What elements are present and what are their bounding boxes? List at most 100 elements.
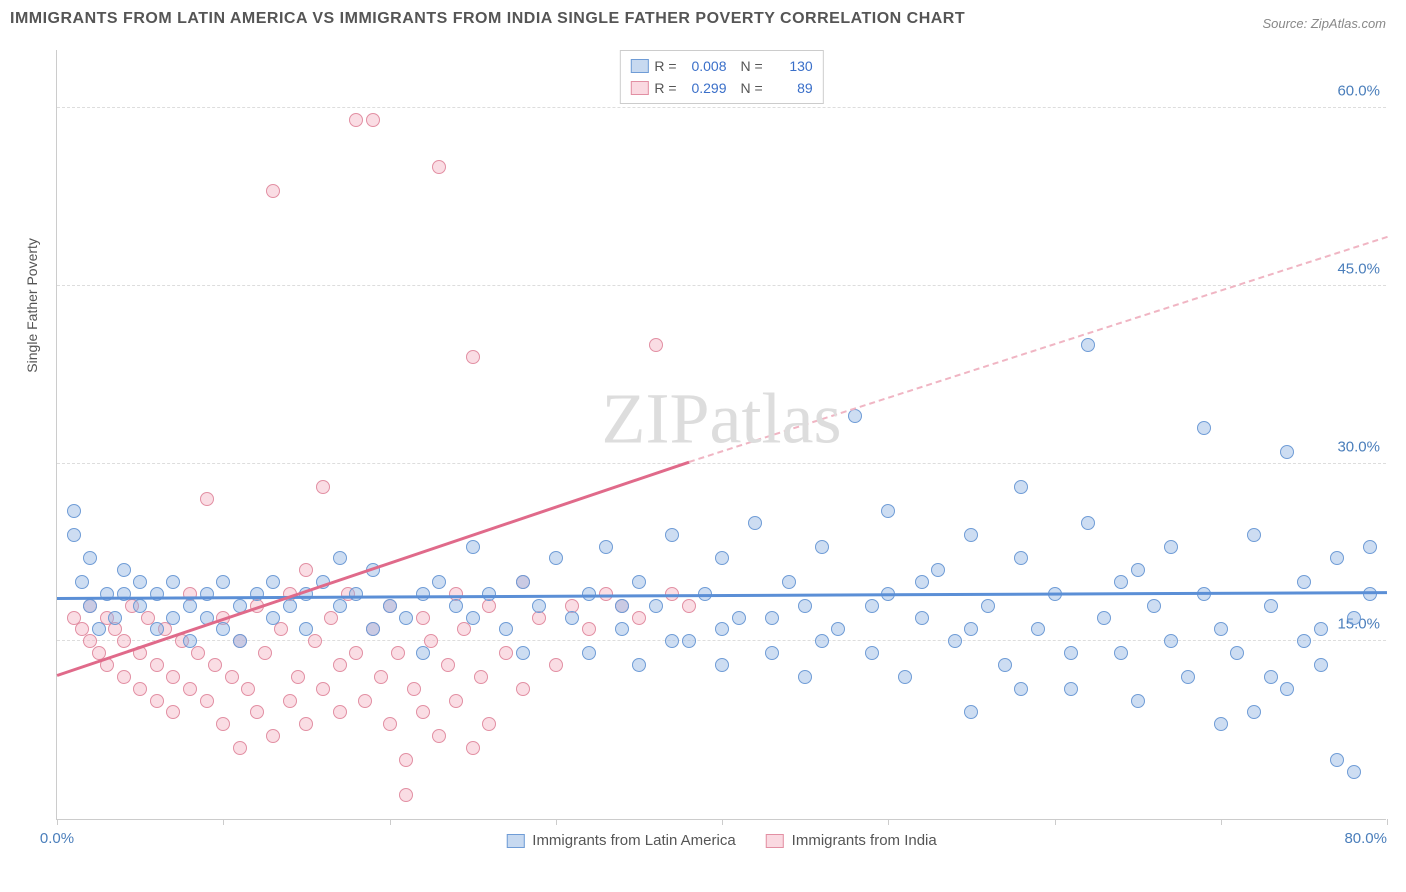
data-point [931, 563, 945, 577]
data-point [898, 670, 912, 684]
data-point [1314, 622, 1328, 636]
y-tick-label: 45.0% [1337, 260, 1380, 277]
data-point [649, 338, 663, 352]
data-point [1280, 445, 1294, 459]
data-point [1214, 717, 1228, 731]
legend-item-india: Immigrants from India [766, 832, 937, 849]
data-point [1330, 551, 1344, 565]
data-point [333, 599, 347, 613]
trend-line [688, 236, 1387, 463]
data-point [516, 646, 530, 660]
data-point [233, 634, 247, 648]
data-point [915, 575, 929, 589]
data-point [1230, 646, 1244, 660]
data-point [150, 622, 164, 636]
data-point [183, 682, 197, 696]
data-point [432, 160, 446, 174]
data-point [599, 540, 613, 554]
data-point [299, 622, 313, 636]
data-point [665, 634, 679, 648]
data-point [1247, 705, 1261, 719]
data-point [915, 611, 929, 625]
series-legend: Immigrants from Latin America Immigrants… [506, 832, 936, 849]
x-tick [1055, 819, 1056, 825]
data-point [1064, 682, 1078, 696]
swatch-pink-icon [766, 834, 784, 848]
data-point [133, 575, 147, 589]
data-point [183, 634, 197, 648]
data-point [166, 575, 180, 589]
data-point [150, 658, 164, 672]
data-point [865, 599, 879, 613]
data-point [449, 694, 463, 708]
trend-line [57, 461, 690, 677]
data-point [274, 622, 288, 636]
data-point [615, 622, 629, 636]
chart-title: IMMIGRANTS FROM LATIN AMERICA VS IMMIGRA… [10, 10, 1396, 28]
data-point [665, 528, 679, 542]
data-point [1247, 528, 1261, 542]
data-point [815, 540, 829, 554]
data-point [1081, 516, 1095, 530]
data-point [1297, 575, 1311, 589]
data-point [632, 658, 646, 672]
data-point [981, 599, 995, 613]
data-point [250, 587, 264, 601]
x-tick [888, 819, 889, 825]
stats-legend: R = 0.008 N = 130 R = 0.299 N = 89 [619, 50, 823, 104]
gridline [57, 285, 1386, 286]
data-point [1214, 622, 1228, 636]
x-tick [390, 819, 391, 825]
data-point [715, 658, 729, 672]
data-point [225, 670, 239, 684]
data-point [964, 528, 978, 542]
data-point [1147, 599, 1161, 613]
data-point [499, 622, 513, 636]
data-point [416, 646, 430, 660]
data-point [466, 350, 480, 364]
data-point [208, 658, 222, 672]
data-point [457, 622, 471, 636]
data-point [1164, 634, 1178, 648]
data-point [1114, 575, 1128, 589]
data-point [466, 741, 480, 755]
swatch-blue-icon [506, 834, 524, 848]
data-point [615, 599, 629, 613]
data-point [482, 587, 496, 601]
data-point [565, 611, 579, 625]
data-point [133, 682, 147, 696]
stats-row-latin-america: R = 0.008 N = 130 [630, 55, 812, 77]
data-point [349, 646, 363, 660]
data-point [516, 575, 530, 589]
data-point [391, 646, 405, 660]
data-point [117, 634, 131, 648]
data-point [407, 682, 421, 696]
data-point [383, 717, 397, 731]
data-point [798, 599, 812, 613]
data-point [466, 611, 480, 625]
data-point [266, 184, 280, 198]
data-point [1363, 587, 1377, 601]
data-point [399, 611, 413, 625]
data-point [732, 611, 746, 625]
data-point [299, 563, 313, 577]
data-point [1347, 765, 1361, 779]
swatch-pink-icon [630, 81, 648, 95]
data-point [333, 551, 347, 565]
x-tick [1387, 819, 1388, 825]
data-point [1264, 670, 1278, 684]
data-point [108, 611, 122, 625]
data-point [75, 575, 89, 589]
data-point [133, 599, 147, 613]
data-point [715, 551, 729, 565]
data-point [416, 705, 430, 719]
data-point [432, 575, 446, 589]
data-point [1081, 338, 1095, 352]
data-point [1014, 682, 1028, 696]
data-point [258, 646, 272, 660]
data-point [582, 622, 596, 636]
data-point [632, 611, 646, 625]
data-point [815, 634, 829, 648]
data-point [291, 670, 305, 684]
data-point [831, 622, 845, 636]
